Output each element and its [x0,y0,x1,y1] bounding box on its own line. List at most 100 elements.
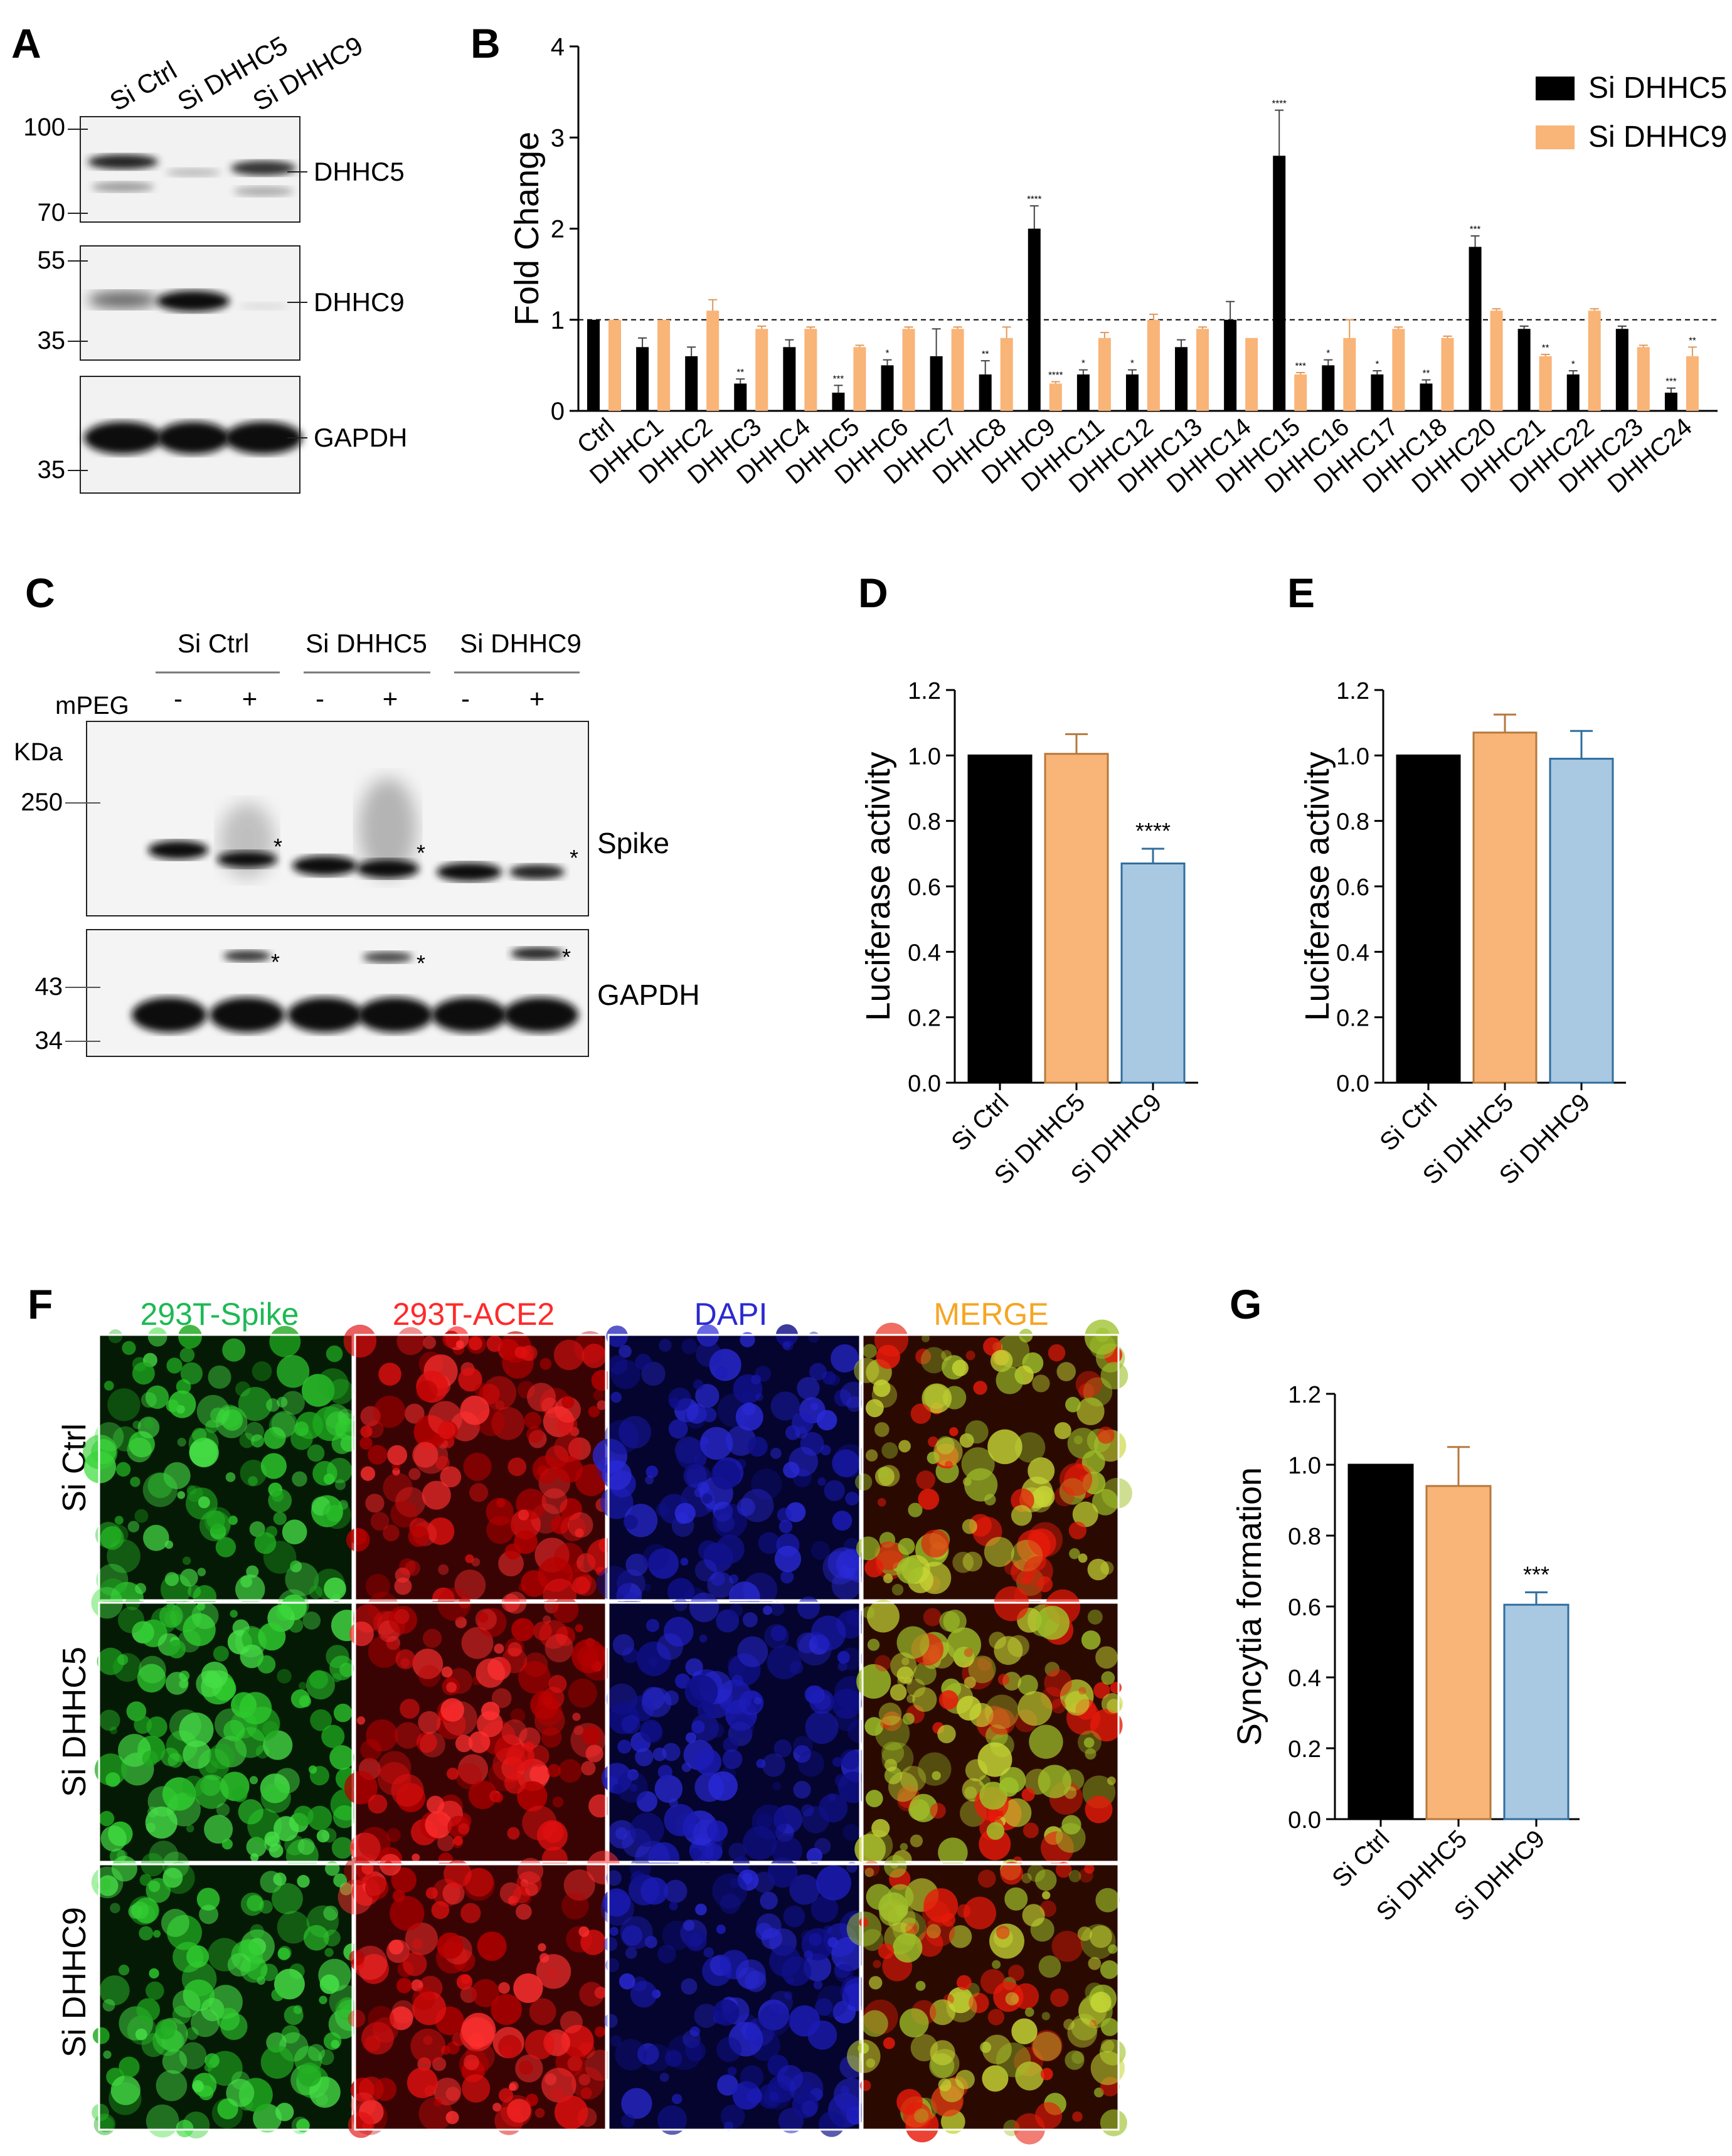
cell-blob [263,1426,286,1449]
cell-blob [440,2045,450,2055]
cell-blob [840,1749,861,1770]
cell-blob [883,1573,893,1584]
column-label-merge: MERGE [933,1297,1048,1332]
cell-blob [326,1457,353,1484]
cell-blob [560,1515,587,1541]
cell-blob [459,2049,489,2079]
cell-blob [763,2081,792,2110]
cell-blob [260,1453,287,1479]
cell-blob [691,1714,720,1742]
cell-blob [183,1556,191,1565]
cell-blob [431,1901,450,1920]
cell-blob [964,1468,998,1502]
cell-blob [713,1999,740,2026]
cell-blob [840,2086,849,2095]
cell-blob [784,1991,793,2000]
cell-blob [518,1661,551,1694]
cell-blob [476,1658,506,1688]
cell-blob [422,1628,442,1649]
cell-blob [676,1438,708,1470]
cell-blob [913,2108,929,2123]
cell-blob [736,1497,755,1516]
cell-blob [780,1570,794,1584]
cell-blob [551,2087,565,2100]
cell-blob [664,2049,683,2068]
cell-blob [964,1648,974,1657]
cell-blob [988,1708,1016,1735]
cell-blob [269,1325,301,1357]
cell-blob [405,1560,421,1576]
cell-blob [668,1419,688,1439]
cell-blob [235,1727,266,1758]
micrograph-border [98,1863,354,2131]
cell-blob [110,1903,120,1914]
cell-blob [271,1410,298,1437]
cell-blob [637,2043,659,2065]
cell-blob [513,1973,543,2004]
significance-label: * [1571,359,1575,369]
cell-blob [778,1519,793,1534]
cell-blob [699,1634,708,1643]
blot-label-spike: Spike [597,827,669,859]
cell-blob [166,1357,183,1374]
cell-blob [498,2088,514,2103]
cell-blob [303,1925,329,1951]
cell-blob [999,1766,1026,1793]
cell-blob [1011,1488,1034,1512]
cell-blob [433,2098,442,2107]
bar [1049,383,1062,411]
bar [1125,374,1139,411]
cell-blob [963,1896,996,1930]
cell-blob [878,1892,908,1923]
cell-blob [568,1679,597,1708]
cell-blob [461,2012,496,2047]
cell-blob [391,1774,424,1807]
cell-blob [416,1732,437,1753]
cell-blob [741,1872,753,1884]
cell-blob [501,1719,528,1746]
cell-blob [146,2104,179,2138]
cell-blob [1101,1478,1132,1509]
cell-blob [309,1585,323,1600]
cell-blob [1027,1528,1056,1558]
significance-label: *** [833,373,844,384]
micrograph-cell [343,1324,622,1613]
cell-blob [1108,1944,1118,1954]
cell-blob [863,1860,880,1877]
cell-blob [288,1618,304,1633]
cell-blob [541,1727,562,1748]
cell-blob [1084,1319,1120,1355]
cell-blob [996,2042,1031,2078]
cell-blob [329,1744,354,1770]
bar [1517,329,1531,411]
cell-blob [1090,2051,1125,2085]
cell-blob [326,1345,343,1362]
cell-blob [297,2063,322,2087]
cell-blob [793,1736,813,1756]
cell-blob [216,2007,240,2031]
cell-blob [1068,1869,1081,1883]
cell-blob [938,1837,968,1867]
cell-blob [275,2103,294,2121]
cell-blob [1085,1748,1097,1760]
cell-blob [282,1519,307,1545]
cell-blob [1004,1887,1028,1911]
cell-blob [418,1711,441,1734]
cell-blob [942,1913,956,1927]
cell-blob [198,1496,210,1509]
bar [1539,356,1552,411]
cell-blob [568,1437,592,1460]
cell-blob [445,2086,460,2101]
panel-letter-g: G [1230,1281,1262,1327]
lane-label-si-ctrl: Si Ctrl [105,55,182,117]
y-tick-label: 0.8 [1336,809,1369,836]
cell-blob [622,1925,643,1946]
cell-blob [763,2090,780,2106]
cell-blob [161,1748,180,1766]
cell-blob [746,2017,775,2046]
cell-blob [240,1576,253,1588]
cell-blob [578,1926,590,1937]
cell-blob [378,1362,401,1386]
panel-letter-c: C [25,570,55,616]
cell-blob [1072,2111,1083,2122]
